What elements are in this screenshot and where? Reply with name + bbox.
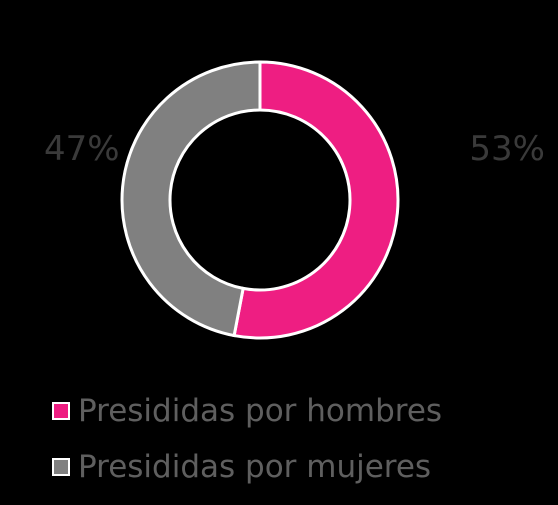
legend-swatch-hombres [52, 402, 70, 420]
legend-swatch-mujeres [52, 458, 70, 476]
percent-label-mujeres: 47% [44, 129, 120, 169]
donut-slice-hombres [232, 60, 400, 340]
donut-chart: 53% 47% [44, 60, 545, 340]
legend: Presididas por hombres Presididas por mu… [52, 388, 442, 500]
donut-slice-mujeres [120, 60, 262, 338]
legend-item-hombres: Presididas por hombres [52, 388, 442, 434]
legend-label-hombres: Presididas por hombres [78, 393, 443, 429]
legend-item-mujeres: Presididas por mujeres [52, 444, 442, 490]
legend-label-mujeres: Presididas por mujeres [78, 449, 432, 485]
percent-label-hombres: 53% [469, 129, 545, 169]
